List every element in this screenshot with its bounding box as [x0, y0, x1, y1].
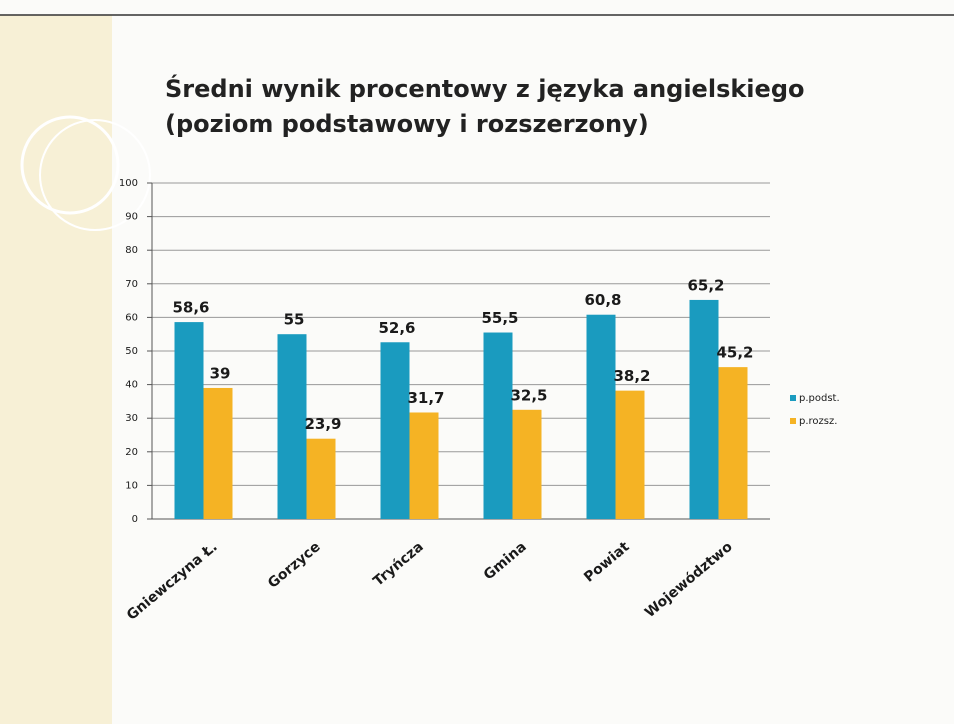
y-tick-label: 50: [125, 346, 138, 357]
legend-label: p.podst.: [799, 393, 840, 404]
value-label: 52,6: [378, 319, 415, 337]
bar: [409, 412, 439, 519]
y-tick-label: 40: [125, 380, 138, 391]
value-label: 38,2: [613, 367, 650, 385]
bar: [586, 314, 616, 519]
legend-label: p.rozsz.: [799, 416, 837, 427]
value-label: 55,5: [481, 309, 518, 327]
y-tick-label: 80: [125, 245, 138, 256]
y-tick-label: 70: [125, 279, 138, 290]
value-label: 60,8: [584, 291, 621, 309]
y-tick-label: 90: [125, 212, 138, 223]
value-label: 32,5: [510, 386, 547, 404]
legend-swatch: [790, 395, 796, 401]
bar: [203, 387, 233, 519]
chart-title: Średni wynik procentowy z języka angiels…: [165, 73, 804, 103]
bar: [306, 438, 336, 519]
y-tick-label: 0: [132, 514, 138, 525]
y-tick-label: 60: [125, 312, 138, 323]
y-tick-label: 10: [125, 480, 138, 491]
bar: [277, 334, 307, 519]
value-label: 23,9: [304, 415, 341, 433]
value-label: 55: [284, 311, 305, 329]
decor-circle: [20, 115, 120, 215]
bar: [615, 390, 645, 519]
side-strip: [0, 15, 112, 724]
decor-circle: [39, 119, 151, 231]
y-tick-label: 30: [125, 413, 138, 424]
bar: [718, 367, 748, 519]
value-label: 65,2: [687, 276, 724, 294]
value-label: 31,7: [407, 389, 444, 407]
bar: [380, 342, 410, 519]
bar: [174, 322, 204, 519]
y-tick-label: 100: [119, 178, 138, 189]
chart-subtitle: (poziom podstawowy i rozszerzony): [165, 110, 649, 138]
legend-swatch: [790, 418, 796, 424]
bar: [483, 332, 513, 519]
y-tick-label: 20: [125, 447, 138, 458]
bar: [689, 299, 719, 519]
value-label: 45,2: [716, 344, 753, 362]
bar: [512, 409, 542, 519]
value-label: 39: [210, 364, 231, 382]
value-label: 58,6: [172, 299, 209, 317]
